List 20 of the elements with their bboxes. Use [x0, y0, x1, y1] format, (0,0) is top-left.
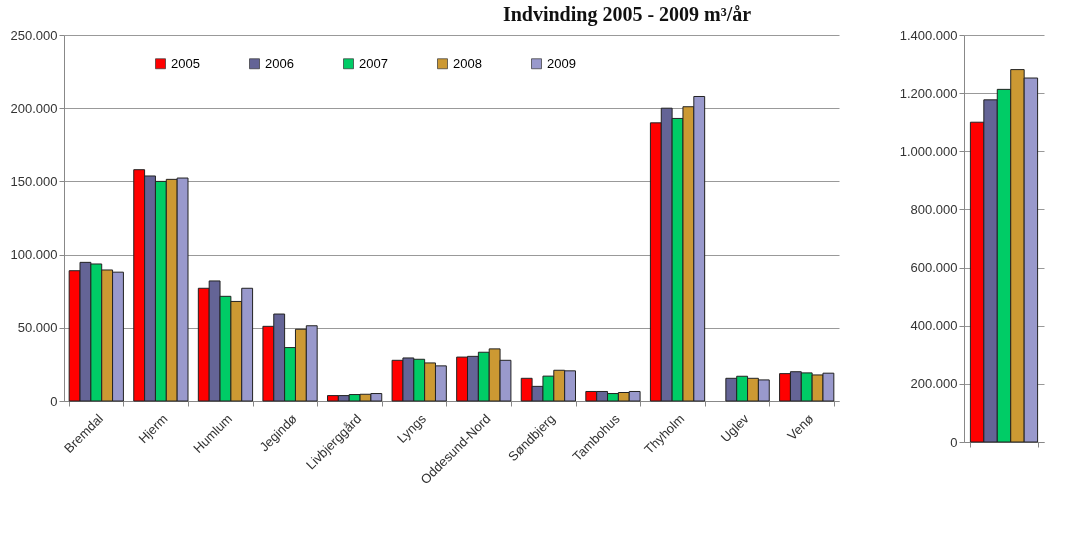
y-tick-label: 1.000.000	[899, 143, 958, 159]
y-tick-label: 0	[950, 434, 958, 450]
y-tick-label: 1.200.000	[899, 85, 958, 101]
y-tick-label: 100.000	[10, 247, 58, 263]
legend-label: 2008	[453, 55, 482, 71]
chart-title: Indvinding 2005 - 2009 m³/år	[502, 3, 752, 26]
y-tick-label: 150.000	[10, 173, 58, 189]
y-tick-label: 0	[50, 393, 58, 409]
y-tick-label: 600.000	[910, 260, 958, 276]
legend-label: 2005	[171, 55, 200, 71]
y-tick-label: 800.000	[910, 201, 958, 217]
y-tick-label: 1.400.000	[899, 27, 958, 43]
legend-label: 2006	[265, 55, 294, 71]
y-tick-label: 200.000	[910, 376, 958, 392]
y-tick-label: 200.000	[10, 100, 58, 116]
legend-label: 2007	[359, 55, 388, 71]
y-tick-label: 250.000	[10, 27, 58, 43]
y-tick-label: 50.000	[17, 320, 58, 336]
legend-label: 2009	[547, 55, 576, 71]
y-tick-label: 400.000	[910, 318, 958, 334]
